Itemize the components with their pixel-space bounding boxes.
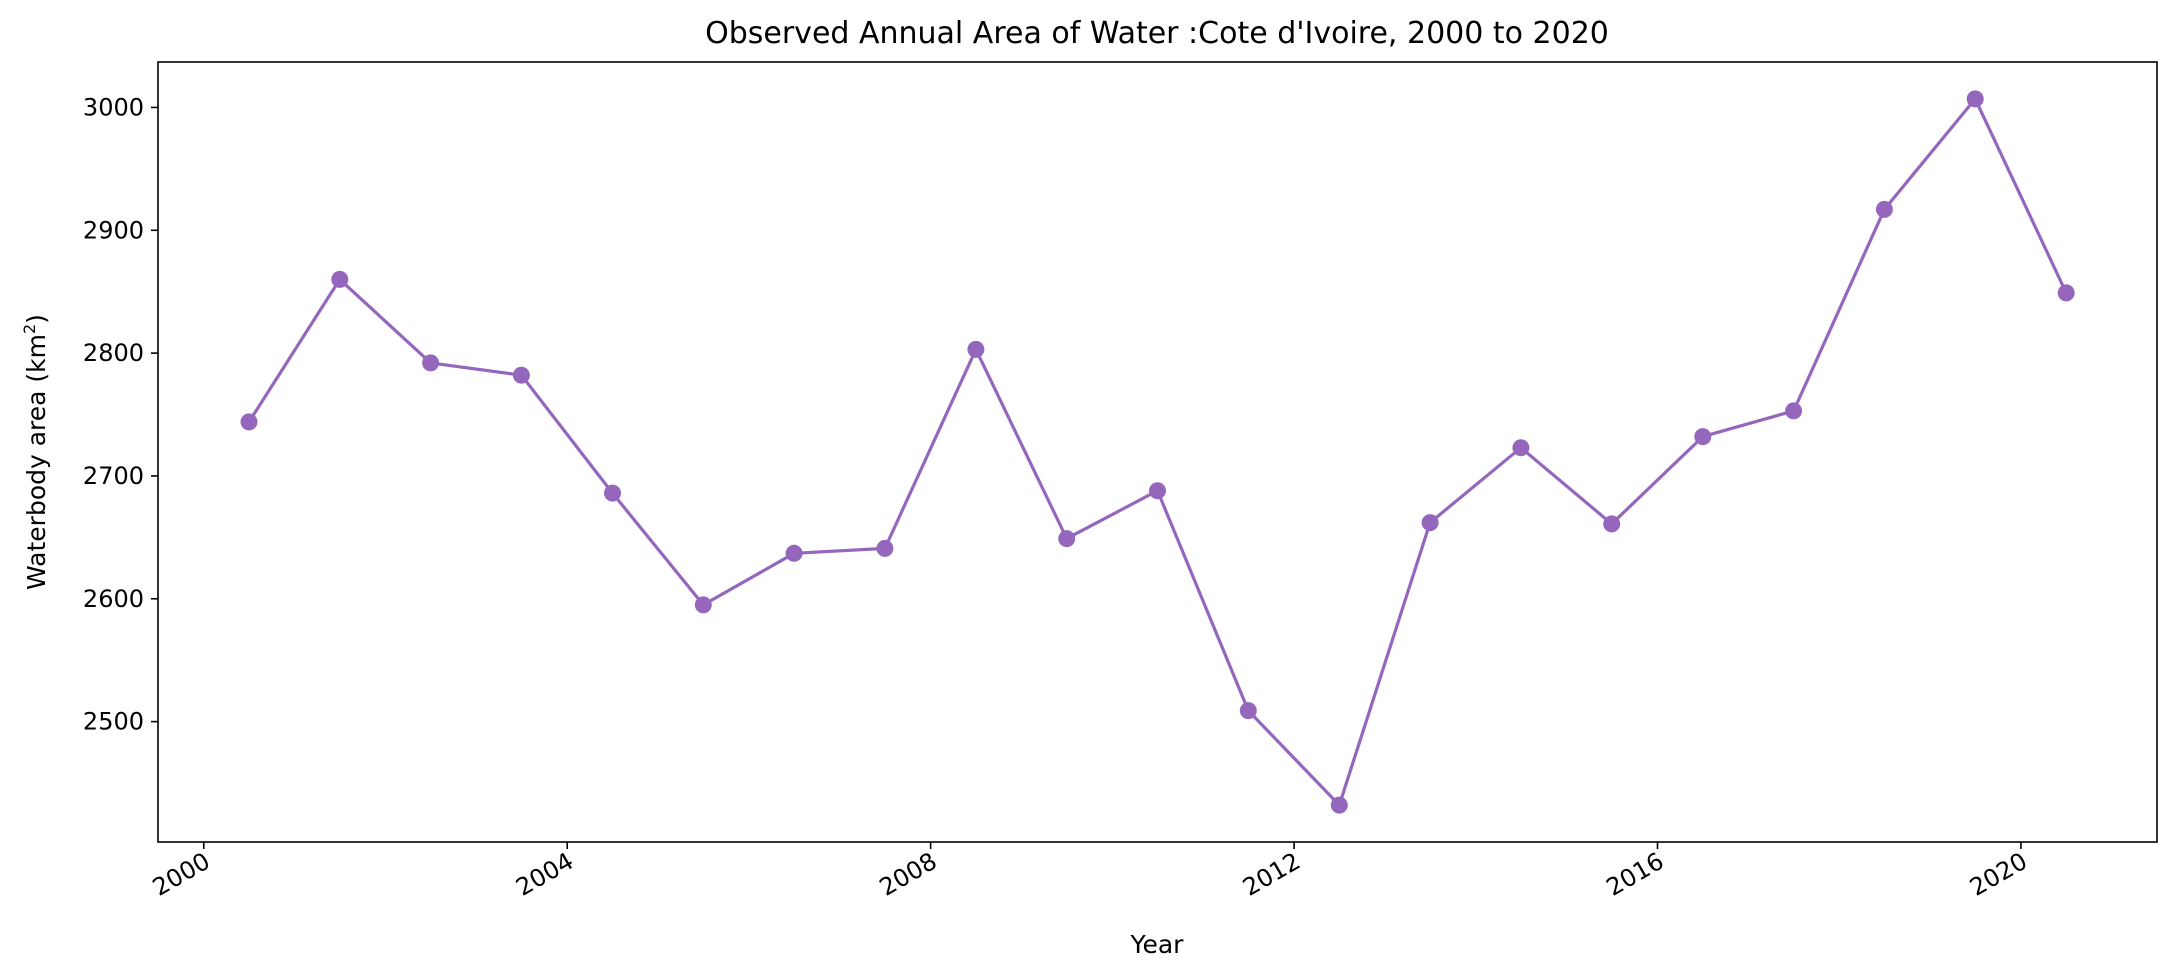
data-point-2020	[2057, 284, 2075, 302]
data-point-2003	[512, 366, 530, 384]
data-point-2000	[240, 413, 258, 431]
y-tick-label-2800: 2800	[83, 339, 144, 367]
data-point-2014	[1512, 439, 1530, 457]
y-tick-label-2600: 2600	[83, 585, 144, 613]
data-point-2002	[422, 354, 440, 372]
data-point-2005	[694, 596, 712, 614]
series-waterbody-area	[240, 90, 2075, 814]
data-point-2012	[1330, 796, 1348, 814]
data-point-2017	[1785, 402, 1803, 420]
data-point-2008	[967, 340, 985, 358]
data-point-2019	[1966, 90, 1984, 108]
data-point-2015	[1603, 515, 1621, 533]
data-point-2004	[604, 484, 621, 502]
y-tick-label-3000: 3000	[83, 93, 144, 121]
y-axis: 2500 2600 2700 2800 2900 3000	[83, 93, 158, 736]
y-axis-label-superscript: 2	[20, 324, 39, 334]
data-point-2016	[1694, 428, 1712, 446]
data-point-2006	[785, 544, 803, 562]
chart-title: Observed Annual Area of Water :Cote d'Iv…	[705, 16, 1609, 51]
data-point-2018	[1875, 200, 1893, 218]
y-tick-label-2900: 2900	[83, 216, 144, 244]
x-axis-label: Year	[1130, 930, 1185, 959]
data-point-2009	[1058, 530, 1076, 548]
data-point-2007	[876, 539, 894, 557]
y-axis-label: Waterbody area (km2)	[20, 314, 51, 590]
data-point-2013	[1421, 514, 1439, 532]
y-axis-label-main: Waterbody area (km	[22, 334, 51, 590]
y-tick-label-2500: 2500	[83, 708, 144, 736]
y-tick-label-2700: 2700	[83, 462, 144, 490]
series-points	[240, 90, 2075, 814]
data-point-2011	[1239, 702, 1257, 720]
y-axis-label-end: )	[22, 314, 51, 324]
data-point-2001	[331, 270, 349, 288]
plot-frame	[157, 61, 2158, 843]
data-point-2010	[1149, 482, 1166, 500]
